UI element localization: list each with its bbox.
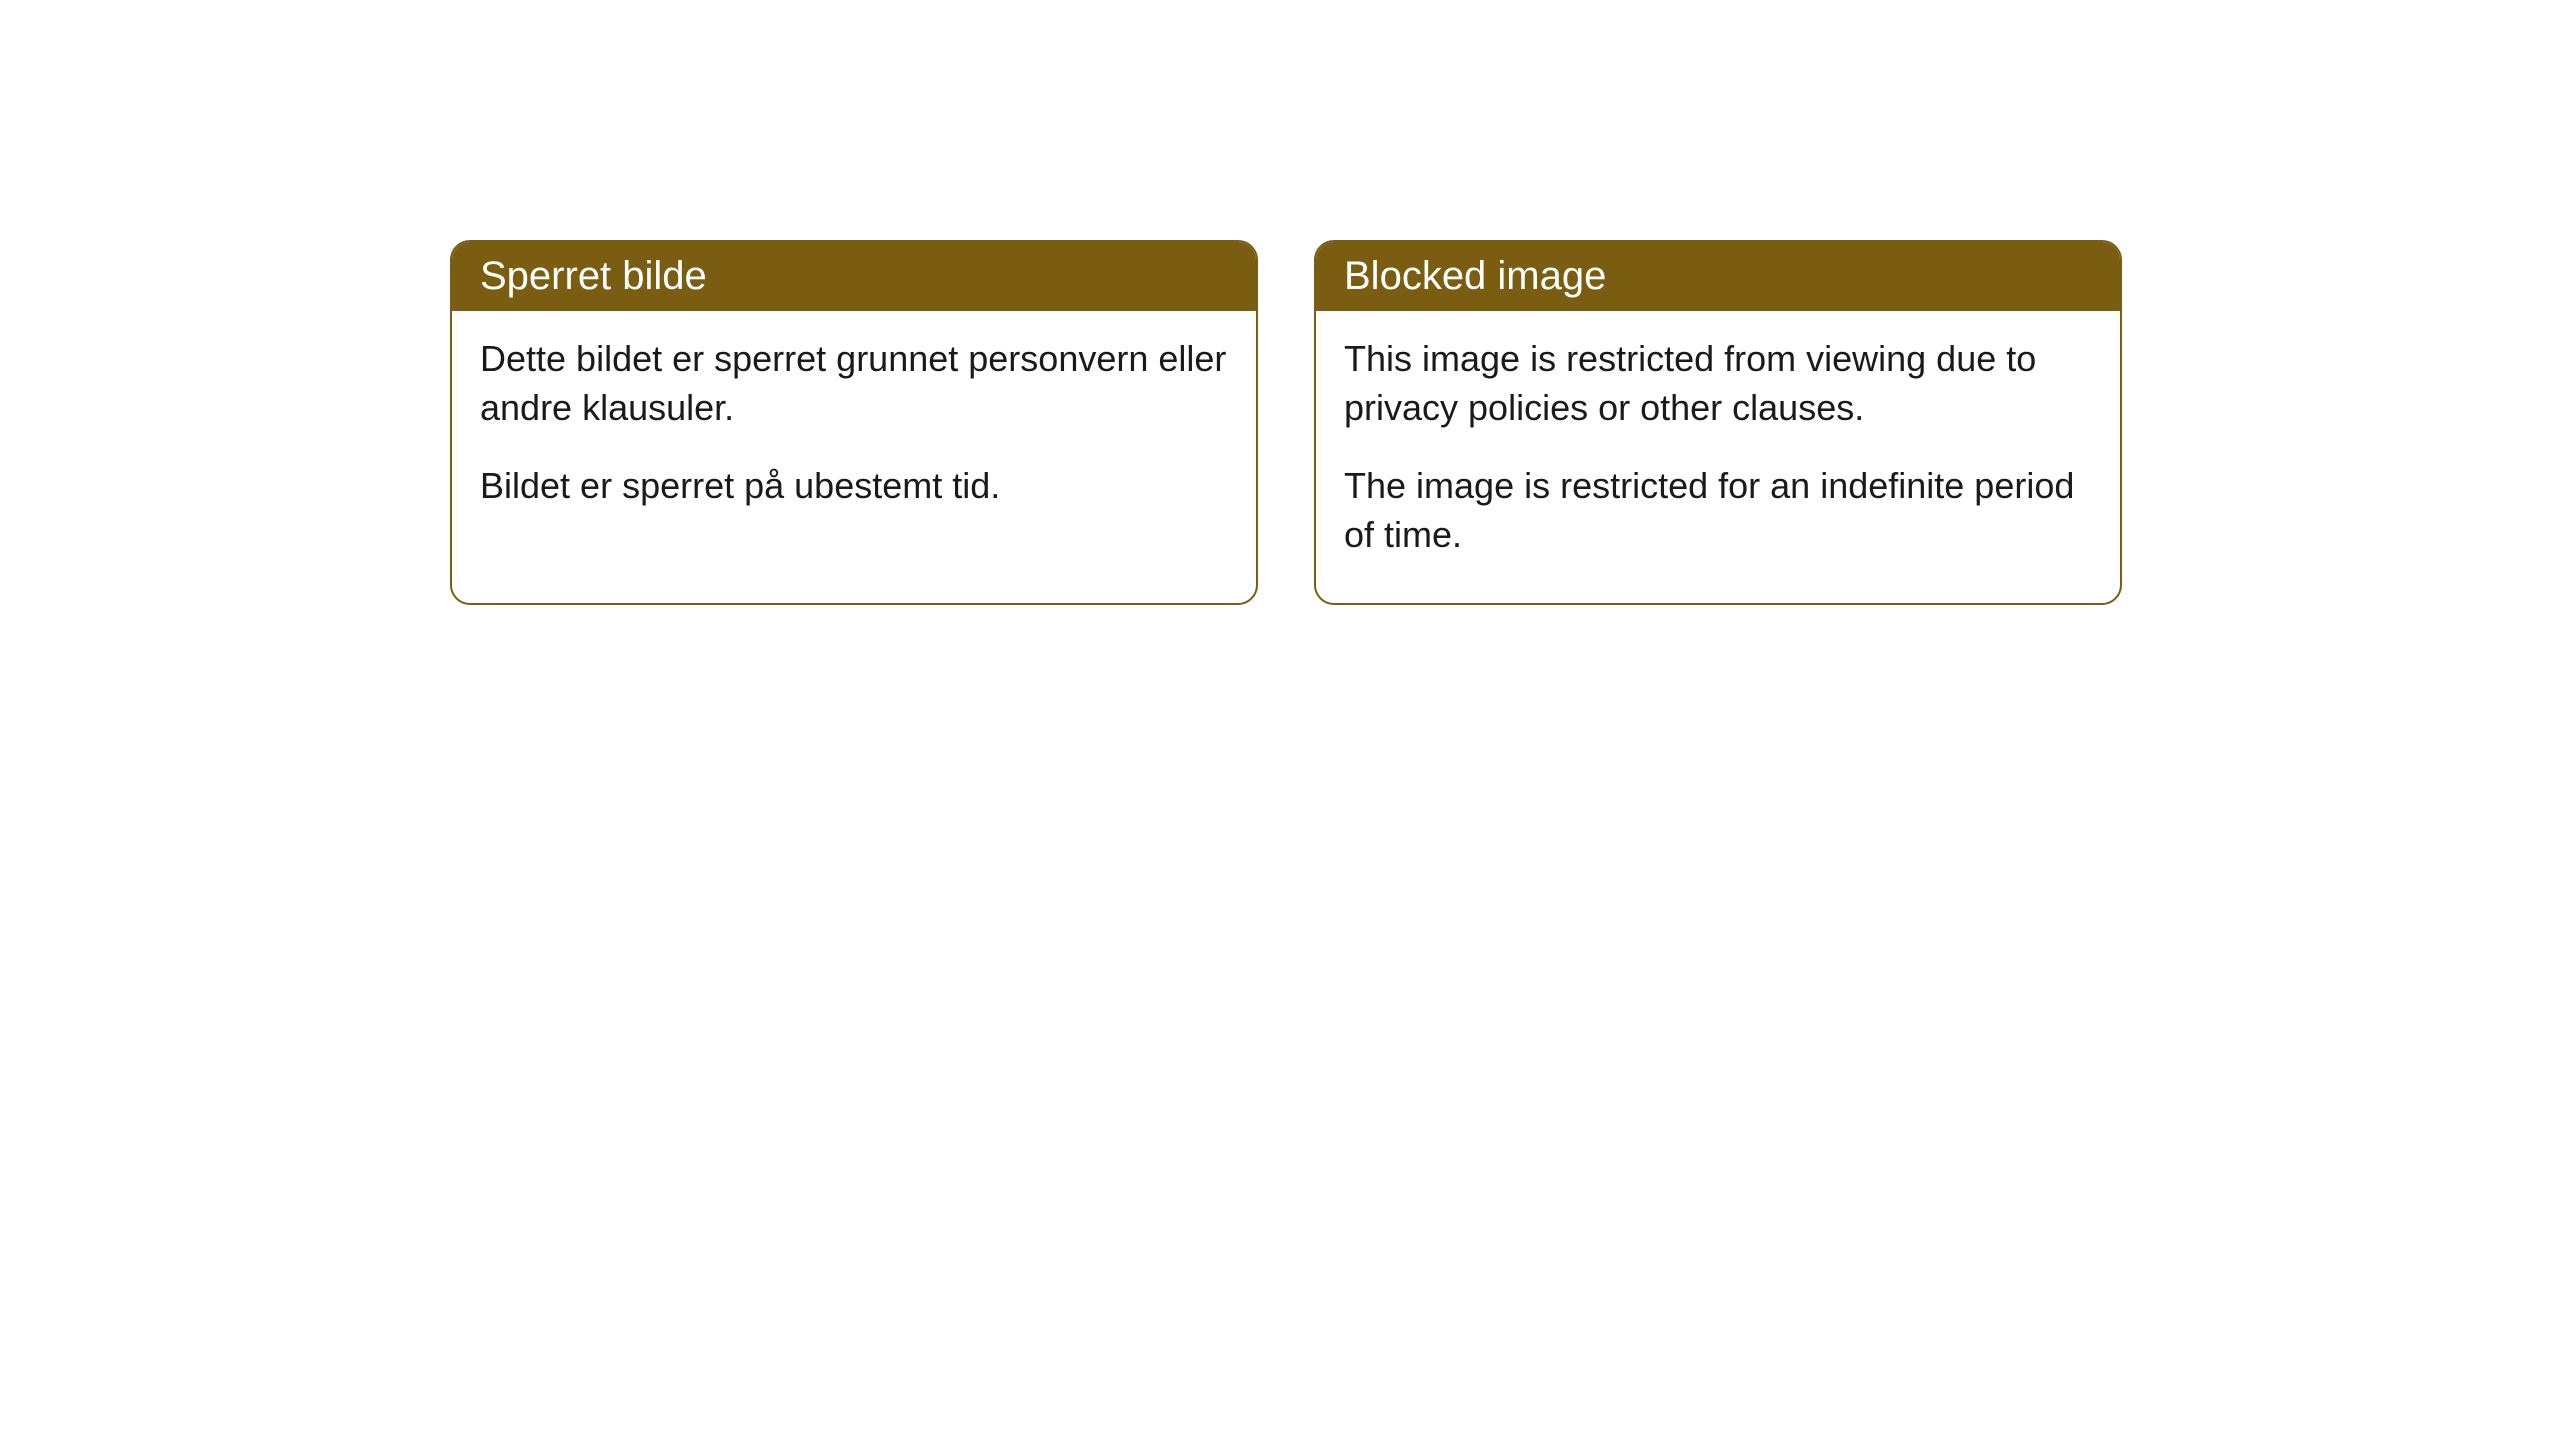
card-body: This image is restricted from viewing du… (1316, 311, 2120, 603)
notice-card-english: Blocked image This image is restricted f… (1314, 240, 2122, 605)
card-body: Dette bildet er sperret grunnet personve… (452, 311, 1256, 555)
card-paragraph: Bildet er sperret på ubestemt tid. (480, 462, 1228, 511)
notice-cards-container: Sperret bilde Dette bildet er sperret gr… (450, 240, 2122, 605)
card-header: Sperret bilde (452, 242, 1256, 311)
card-paragraph: The image is restricted for an indefinit… (1344, 462, 2092, 559)
card-header: Blocked image (1316, 242, 2120, 311)
card-paragraph: This image is restricted from viewing du… (1344, 335, 2092, 432)
card-paragraph: Dette bildet er sperret grunnet personve… (480, 335, 1228, 432)
card-title: Sperret bilde (480, 254, 707, 298)
notice-card-norwegian: Sperret bilde Dette bildet er sperret gr… (450, 240, 1258, 605)
card-title: Blocked image (1344, 254, 1606, 298)
